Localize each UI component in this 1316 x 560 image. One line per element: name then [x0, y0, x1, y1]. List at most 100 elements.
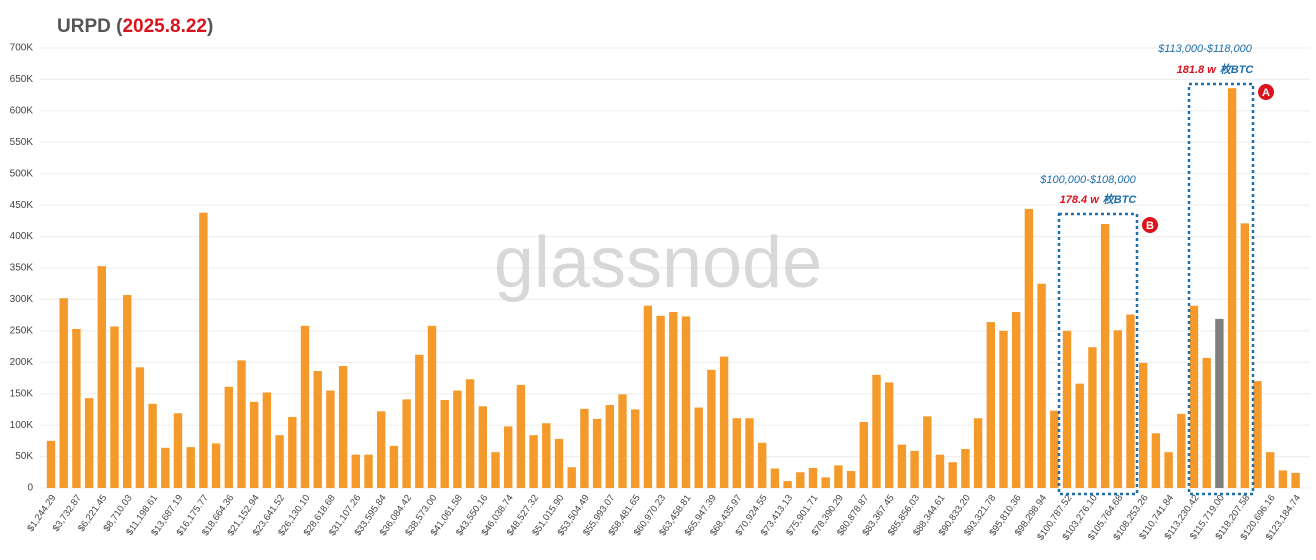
bar: [250, 401, 259, 488]
y-tick-label: 550K: [10, 137, 34, 148]
bar: [59, 298, 68, 488]
bar: [1151, 433, 1161, 488]
bar: [1227, 88, 1237, 488]
bar: [1088, 347, 1097, 488]
bar: [631, 409, 640, 488]
bar: [351, 454, 360, 488]
y-tick-label: 300K: [10, 294, 34, 305]
bar: [1113, 330, 1122, 488]
bar: [910, 450, 919, 488]
bar: [1278, 470, 1288, 488]
bar: [1189, 305, 1199, 488]
bar: [542, 423, 551, 488]
y-tick-label: 250K: [10, 325, 34, 336]
y-tick-label: 0: [27, 483, 33, 494]
annotation-amount: 181.8 w 枚BTC: [1177, 63, 1255, 76]
bar: [859, 422, 868, 488]
bar: [300, 325, 310, 488]
bar: [516, 384, 526, 488]
bar: [885, 382, 894, 488]
bar: [897, 444, 907, 488]
bar: [97, 266, 106, 488]
bar: [123, 295, 132, 488]
bar: [580, 408, 589, 488]
y-tick-label: 200K: [10, 357, 34, 368]
y-tick-label: 350K: [10, 263, 34, 274]
bar: [846, 471, 856, 488]
bar: [567, 467, 576, 488]
title-date: 2025.8.22: [122, 16, 207, 37]
bar: [199, 212, 208, 488]
marker-label: B: [1146, 220, 1154, 232]
bar: [999, 330, 1008, 488]
annotation-range: $113,000-$118,000: [1157, 43, 1253, 55]
highlight-box: [1187, 82, 1255, 496]
bar: [1164, 452, 1173, 488]
bar: [237, 360, 246, 488]
bar: [1100, 224, 1110, 488]
bar: [84, 398, 94, 488]
bar: [148, 403, 157, 488]
bar: [1202, 357, 1211, 488]
bar: [173, 413, 183, 488]
bar: [1050, 410, 1059, 488]
bar: [72, 328, 81, 488]
bar: [745, 418, 754, 488]
bar: [1126, 314, 1135, 488]
bar: [1177, 413, 1186, 488]
y-tick-label: 500K: [10, 168, 34, 179]
bar: [364, 454, 373, 488]
bar: [1215, 318, 1224, 488]
bar: [1075, 383, 1084, 488]
bar: [618, 394, 627, 488]
bar: [529, 435, 538, 488]
bar: [224, 386, 233, 488]
bar: [326, 390, 335, 488]
bar: [986, 322, 995, 488]
bar: [110, 326, 119, 488]
bar: [504, 426, 513, 488]
marker-circle: [1258, 84, 1274, 100]
amount: 178.4 w: [1060, 194, 1101, 206]
bar: [961, 449, 970, 488]
bar: [1253, 381, 1262, 488]
unit: 枚BTC: [1103, 193, 1138, 206]
bar: [783, 481, 792, 488]
bar: [1139, 362, 1148, 488]
bar: [1062, 330, 1072, 488]
bar: [935, 454, 945, 488]
bar: [707, 369, 716, 488]
y-tick-label: 650K: [10, 74, 34, 85]
bar: [491, 452, 500, 488]
bar: [758, 442, 767, 488]
title-close: ): [207, 16, 213, 37]
bar: [1012, 312, 1021, 488]
y-tick-label: 600K: [10, 105, 34, 116]
marker-circle: [1142, 217, 1158, 233]
title-text: URPD (: [57, 16, 123, 37]
amount: 181.8 w: [1177, 64, 1218, 76]
bar: [211, 443, 221, 488]
y-tick-label: 50K: [15, 451, 33, 462]
bar: [796, 472, 805, 488]
bar: [770, 468, 780, 488]
bar: [313, 371, 322, 488]
bar: [973, 418, 983, 488]
bar: [161, 447, 170, 488]
bar: [338, 366, 348, 488]
bar: [415, 354, 424, 488]
bar: [402, 399, 411, 488]
bar: [1024, 208, 1034, 488]
watermark: glassnode: [494, 223, 822, 303]
bar: [1266, 452, 1275, 488]
bar: [669, 312, 678, 488]
bar: [1291, 472, 1300, 488]
bar: [554, 438, 564, 488]
unit: 枚BTC: [1220, 63, 1255, 76]
bar: [453, 390, 462, 488]
marker-label: A: [1262, 87, 1270, 99]
bar: [1240, 223, 1249, 488]
annotation-amount: 178.4 w 枚BTC: [1060, 193, 1138, 206]
bar: [656, 315, 665, 488]
